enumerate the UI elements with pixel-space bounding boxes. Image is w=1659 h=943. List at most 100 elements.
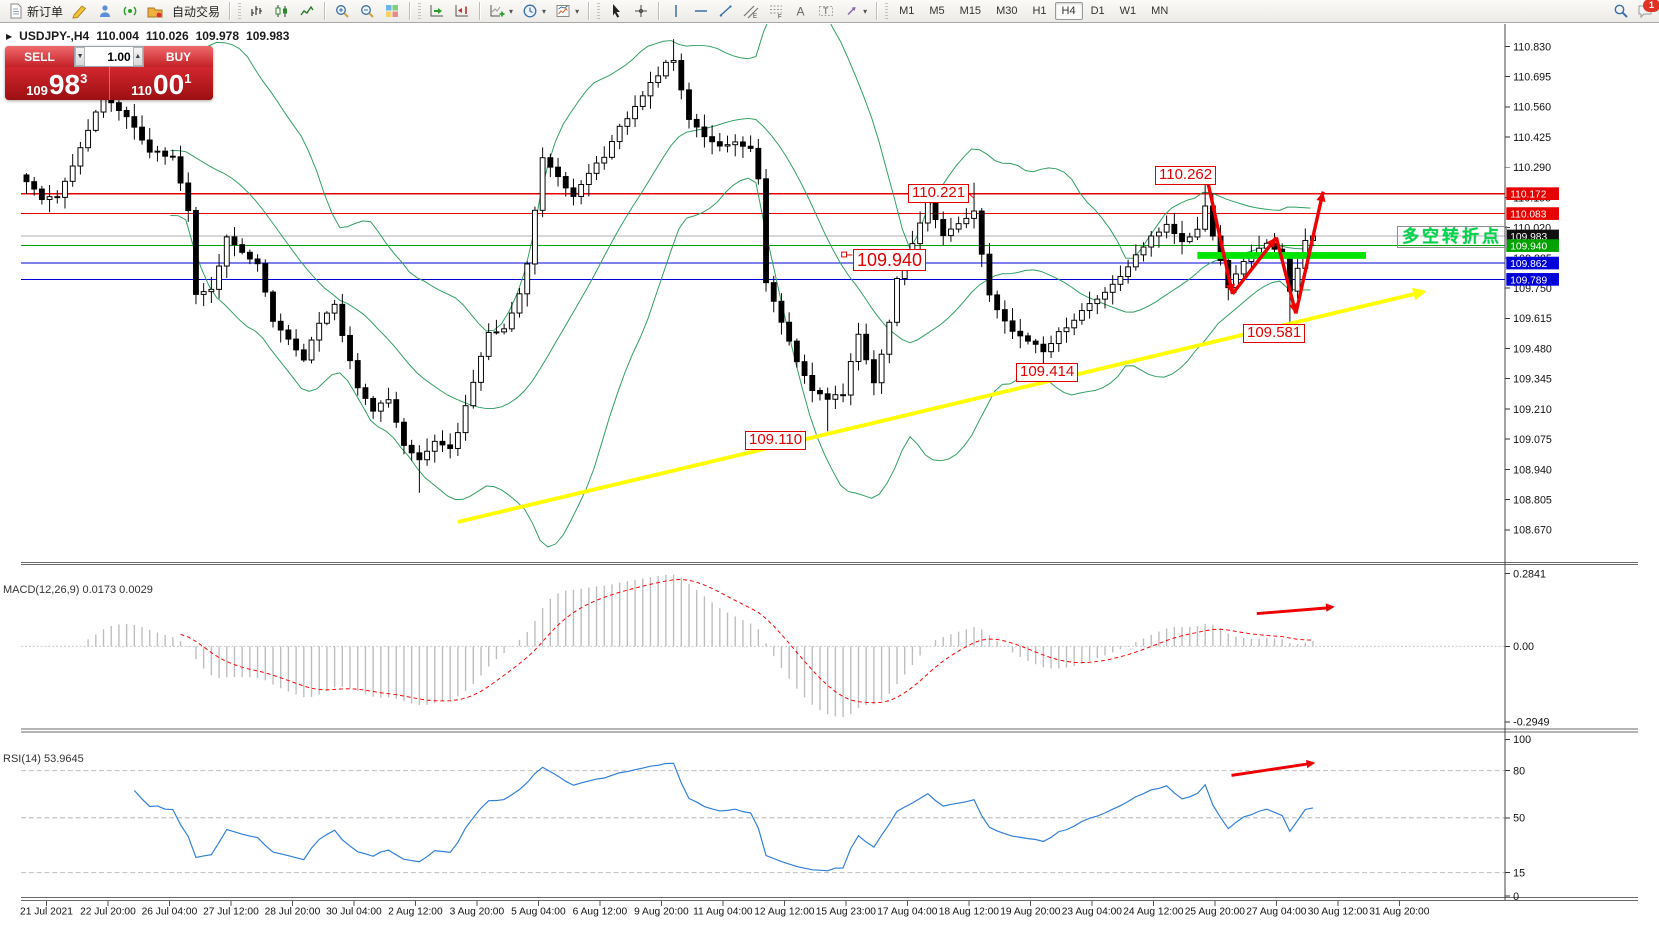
bull-candle bbox=[847, 361, 854, 396]
line-chart-button[interactable] bbox=[295, 2, 319, 21]
price-callout[interactable]: 110.262 bbox=[1155, 166, 1217, 185]
sell-button[interactable]: SELL bbox=[5, 46, 74, 67]
time-tick-label: 19 Aug 20:00 bbox=[1000, 907, 1061, 918]
horizontal-lines[interactable] bbox=[21, 193, 1505, 280]
zoom-in-button[interactable] bbox=[330, 2, 354, 21]
red-zigzag-segment[interactable] bbox=[1274, 237, 1298, 314]
volume-up-button[interactable]: ▲ bbox=[132, 47, 143, 66]
volume-input[interactable] bbox=[85, 47, 133, 66]
price-tag-label: 110.083 bbox=[1510, 209, 1546, 220]
chinese-annotation[interactable]: 多空转折点 bbox=[1397, 226, 1507, 248]
macd-pane[interactable] bbox=[21, 566, 1505, 729]
toolbar-drag-handle[interactable] bbox=[597, 3, 601, 19]
timeframe-W1[interactable]: W1 bbox=[1119, 5, 1137, 17]
buy-button[interactable]: BUY bbox=[144, 46, 213, 67]
bar-chart-button[interactable] bbox=[245, 2, 269, 21]
periods-button[interactable]: ▾ bbox=[518, 2, 550, 21]
time-tick-label: 5 Aug 04:00 bbox=[511, 907, 566, 918]
timeframe-M30[interactable]: M30 bbox=[996, 5, 1018, 17]
bear-candle bbox=[277, 320, 284, 331]
red-zigzag-segment[interactable] bbox=[1294, 191, 1325, 314]
bear-candle bbox=[801, 361, 808, 376]
price-tick-label: 109.615 bbox=[1513, 313, 1552, 325]
chart-shift-button[interactable] bbox=[450, 2, 474, 21]
candlestick-button[interactable] bbox=[270, 2, 294, 21]
rsi-red-arrow[interactable] bbox=[1231, 762, 1310, 777]
templates-button[interactable]: ▾ bbox=[551, 2, 583, 21]
text-tool-button[interactable]: A bbox=[789, 2, 813, 21]
bull-candle bbox=[832, 394, 839, 400]
timeframe-MN[interactable]: MN bbox=[1151, 5, 1169, 17]
red-zigzag-segment[interactable] bbox=[1205, 178, 1235, 295]
bull-candle bbox=[624, 118, 631, 127]
timeframe-D1[interactable]: D1 bbox=[1090, 5, 1105, 17]
svg-text:T: T bbox=[823, 6, 829, 16]
time-tick-label: 26 Jul 04:00 bbox=[142, 907, 198, 918]
price-tag-label: 109.940 bbox=[1510, 241, 1547, 252]
main-plot[interactable] bbox=[21, 24, 1505, 562]
community-button[interactable] bbox=[93, 2, 117, 21]
bull-candle bbox=[508, 312, 515, 330]
trendline-button[interactable] bbox=[714, 2, 738, 21]
notifications-button[interactable]: 1 bbox=[1637, 0, 1659, 19]
broadcast-icon bbox=[123, 6, 137, 16]
tile-windows-button[interactable] bbox=[380, 2, 404, 21]
market-button[interactable] bbox=[143, 2, 167, 21]
horizontal-line-button[interactable] bbox=[689, 2, 713, 21]
buy-price[interactable]: 110 00 1 bbox=[108, 67, 213, 100]
bear-candle bbox=[686, 89, 692, 120]
label-tool-button[interactable]: T bbox=[814, 2, 838, 21]
arrows-button[interactable]: ▾ bbox=[839, 2, 871, 21]
time-axis[interactable]: 21 Jul 2021 22 Jul 20:00 26 Jul 04:00 27 Ju… bbox=[20, 901, 1430, 918]
rsi-pane[interactable] bbox=[21, 732, 1505, 897]
bull-candle bbox=[200, 291, 207, 295]
red-zigzag-segment[interactable] bbox=[1231, 236, 1278, 295]
toolbar-drag-handle[interactable] bbox=[238, 3, 242, 19]
rsi-scale-label: 15 bbox=[1513, 868, 1525, 880]
new-order-button[interactable]: 新订单 bbox=[4, 2, 67, 21]
editor-button[interactable] bbox=[68, 2, 92, 21]
price-callout[interactable]: 110.221 bbox=[908, 184, 970, 203]
price-tick-label: 108.805 bbox=[1513, 494, 1552, 506]
price-callout[interactable]: 109.110 bbox=[745, 431, 807, 450]
cursor-button[interactable] bbox=[604, 2, 628, 21]
bear-candle bbox=[840, 394, 846, 397]
price-axis[interactable]: 110.830 110.695 110.560 110.425 110.290 110.1… bbox=[1505, 41, 1559, 903]
toolbar-separator bbox=[479, 2, 481, 20]
bear-candle bbox=[740, 141, 746, 147]
price-callout[interactable]: 109.414 bbox=[1016, 363, 1079, 382]
bull-candle bbox=[578, 184, 585, 197]
fibonacci-button[interactable]: F bbox=[764, 2, 788, 21]
sell-price[interactable]: 109 98 3 bbox=[5, 67, 109, 100]
macd-red-arrow[interactable] bbox=[1256, 606, 1330, 616]
time-tick-label: 25 Aug 20:00 bbox=[1185, 907, 1246, 918]
collapse-arrow-icon[interactable]: ▶ bbox=[6, 31, 13, 41]
zoom-out-button[interactable] bbox=[355, 2, 379, 21]
vertical-line-button[interactable] bbox=[664, 2, 688, 21]
price-callout[interactable]: 109.940 bbox=[853, 249, 927, 272]
auto-trading-button[interactable]: 自动交易 bbox=[168, 2, 224, 21]
bull-candle bbox=[478, 355, 484, 383]
signals-button[interactable] bbox=[118, 2, 142, 21]
timeframe-H1[interactable]: H1 bbox=[1032, 5, 1047, 17]
timeframe-M1[interactable]: M1 bbox=[899, 5, 915, 17]
channel-button[interactable]: E bbox=[739, 2, 763, 21]
volume-down-button[interactable]: ▼ bbox=[75, 47, 86, 66]
timeframe-M15[interactable]: M15 bbox=[959, 5, 982, 17]
crosshair-button[interactable] bbox=[629, 2, 653, 21]
bear-candle bbox=[547, 157, 554, 168]
price-callout[interactable]: 109.581 bbox=[1243, 324, 1306, 343]
indicators-button[interactable]: ▾ bbox=[485, 2, 517, 21]
bear-candle bbox=[770, 282, 777, 302]
timeframe-H4[interactable]: H4 bbox=[1054, 2, 1083, 20]
toolbar-drag-handle[interactable] bbox=[418, 3, 422, 19]
macd-signal-line bbox=[180, 578, 1313, 704]
toolbar-separator bbox=[658, 2, 660, 20]
buy-price-point: 1 bbox=[184, 71, 192, 86]
timeframe-M5[interactable]: M5 bbox=[929, 5, 945, 17]
toolbar-drag-handle[interactable] bbox=[885, 3, 889, 19]
bull-candle bbox=[639, 95, 646, 107]
auto-scroll-button[interactable] bbox=[425, 2, 449, 21]
search-icon[interactable] bbox=[1613, 3, 1629, 19]
